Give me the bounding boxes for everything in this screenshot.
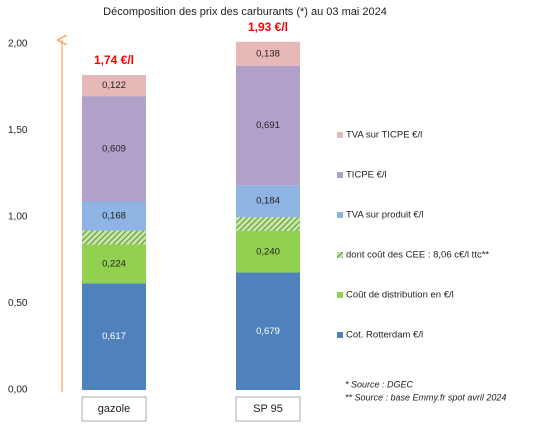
data-label: 0,617 [102,331,126,342]
y-tick-label: 1,00 [8,212,28,223]
bar-segment [236,65,300,186]
category-box [235,396,301,422]
legend-label: Cot. Rotterdam €/l [346,330,423,341]
category-box [81,396,147,422]
total-label: 1,93 €/l [248,20,288,34]
bar-segment [236,217,300,232]
bar-segment [236,272,300,390]
x-tick-label: gazole [98,403,130,415]
data-label: 0,240 [256,246,280,257]
bar-segment [82,283,146,390]
x-tick-label: SP 95 [253,403,283,415]
legend-swatch [337,332,343,338]
bar-segment [82,244,146,284]
legend-label: dont coût des CEE : 8,06 c€/l ttc** [346,250,489,261]
bar-segment [236,41,300,66]
total-label: 1,74 €/l [94,53,134,67]
y-tick-label: 0,00 [8,385,28,396]
data-label: 0,138 [256,48,280,59]
data-label: 0,122 [102,80,126,91]
legend-swatch [337,252,343,258]
chart-title: Décomposition des prix des carburants (*… [103,6,387,18]
data-label: 0,184 [256,196,280,207]
data-label: 0,691 [256,120,280,131]
legend-label: Coût de distribution en €/l [346,290,454,301]
bar-segment [236,185,300,218]
data-label: 0,679 [256,326,280,337]
legend-label: TVA sur TICPE €/l [346,130,422,141]
data-label: 0,224 [102,258,126,269]
data-label: 0,609 [102,143,126,154]
legend-label: TICPE €/l [346,170,387,181]
bar-segment [236,231,300,273]
bar-segment [82,201,146,231]
legend-swatch [337,172,343,178]
y-tick-label: 1,50 [8,125,28,136]
y-tick-label: 0,50 [8,298,28,309]
data-label: 0,168 [102,211,126,222]
legend-swatch [337,212,343,218]
legend-label: TVA sur produit €/l [346,210,423,221]
bar-segment [82,96,146,202]
bar-segment [82,75,146,97]
legend-swatch [337,132,343,138]
y-tick-label: 2,00 [8,39,28,50]
bar-segment [82,230,146,245]
note: * Source : DGEC [345,379,414,389]
legend-swatch [337,292,343,298]
note: ** Source : base Emmy.fr spot avril 2024 [345,392,506,402]
